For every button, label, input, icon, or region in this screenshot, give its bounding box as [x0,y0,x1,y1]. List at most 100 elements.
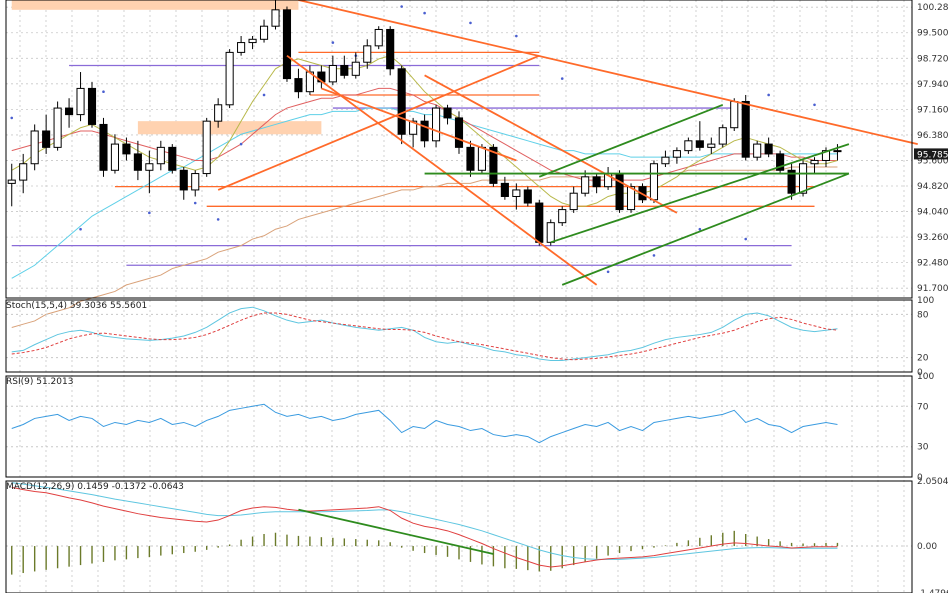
macd-main-line [11,486,838,568]
candle-bull [76,87,85,116]
price-axis-tick: 95.600 [917,156,948,166]
candle-bull [202,120,211,175]
candle-bull [672,150,681,158]
candle-bull [214,104,223,122]
sar-dot [79,227,82,231]
stoch-label: Stoch(15,5,4) 59.3036 55.5601 [6,301,147,311]
rsi-panel [6,403,912,448]
sar-dot [606,270,610,274]
candle-bull [546,222,555,243]
price-axis-tick: 94.820 [917,182,948,192]
candle-bull [730,101,739,129]
sar-dot [515,34,518,38]
rsi-axis-tick: 0 [917,473,923,483]
candle-bull [259,25,269,40]
candle-bear [592,176,601,188]
price-axis-tick: 100.280 [917,3,948,13]
candle-bull [328,64,337,83]
resistance-zone [137,121,322,135]
candle-bear [764,143,773,155]
macd-signal-line [11,482,838,560]
candle-bull [477,146,486,171]
candle-bull [271,9,280,27]
panel-frame [5,0,913,299]
stoch-d-line [11,312,838,361]
candle-bull [374,28,383,47]
stoch-k-line [11,306,838,361]
panel-titles: Stoch(15,5,4) 59.3036 55.5601 RSI(9) 51.… [6,301,184,492]
candle-bear [776,153,785,171]
panel-frame [5,299,913,373]
panel-frame [5,480,913,593]
candle-bull [432,107,441,142]
price-axis-tick: 99.500 [917,29,948,39]
candle-bull [225,51,234,106]
stoch-axis-tick: 80 [917,310,929,320]
macd-label: MACD(12,26,9) 0.1459 -0.1372 -0.0643 [6,482,184,492]
horizontal-levels [11,51,815,266]
candle-bull [512,189,521,197]
candle-bear [87,87,97,125]
candle-bull [684,140,693,152]
candle-bear [443,107,452,119]
trendline [321,87,517,162]
candle-bear [282,9,292,80]
candle-bull [53,107,62,148]
macd-panel [6,482,912,575]
candle-bear [466,146,475,171]
candle-bull [30,130,39,165]
ma-mid-line [11,87,838,181]
candle-bear [741,101,750,158]
candle-bear [65,107,74,116]
candlesticks [7,0,842,246]
candle-bear [179,169,188,191]
candle-bull [810,159,819,165]
candle-bear [489,146,498,184]
candle-bull [661,156,670,165]
candle-bear [386,28,395,70]
candle-bull [718,127,727,145]
price-axis-tick: 91.700 [917,284,948,294]
trendline [561,172,850,286]
rsi-axis-tick: 100 [917,372,934,382]
macd-axis-tick: -1.4796 [917,589,948,593]
sar-dot [331,41,335,44]
stoch-axis-tick: 100 [917,296,934,306]
candle-bull [581,176,590,194]
candle-bull [753,143,762,158]
candle-bull [363,45,372,63]
candle-bull [351,61,360,76]
price-axis-tick: 97.940 [917,80,948,90]
panel-frames [5,0,913,593]
candle-bull [248,38,257,44]
rsi-label: RSI(9) 51.2013 [6,377,73,387]
candle-bear [420,120,429,142]
y-axis: 100.280 99.500 98.720 97.940 97.160 96.380 95.… [917,3,948,593]
macd-divergence-line [298,508,494,555]
candle-bull [798,163,808,194]
panel-frame [5,375,913,478]
sar-dot [102,90,105,93]
sar-dot [10,116,14,120]
candle-bull [707,143,716,148]
rsi-line [11,403,838,444]
candle-bull [558,209,567,224]
sar-dot [262,93,266,97]
candle-bull [7,179,16,184]
candle-bear [122,143,131,155]
price-axis-tick: 93.260 [917,233,948,243]
candle-bear [695,140,704,148]
candle-bear [168,146,177,171]
grid [6,0,912,593]
candle-bull [191,173,200,191]
stoch-axis-tick: 20 [917,354,929,364]
candle-bear [615,173,624,211]
price-axis-tick: 92.480 [917,259,948,269]
sar-dot [400,5,403,8]
sar-dot [698,227,702,231]
current-price-tag: 95.785 [914,148,948,160]
candle-bull [821,150,831,161]
candle-bull [19,163,28,181]
